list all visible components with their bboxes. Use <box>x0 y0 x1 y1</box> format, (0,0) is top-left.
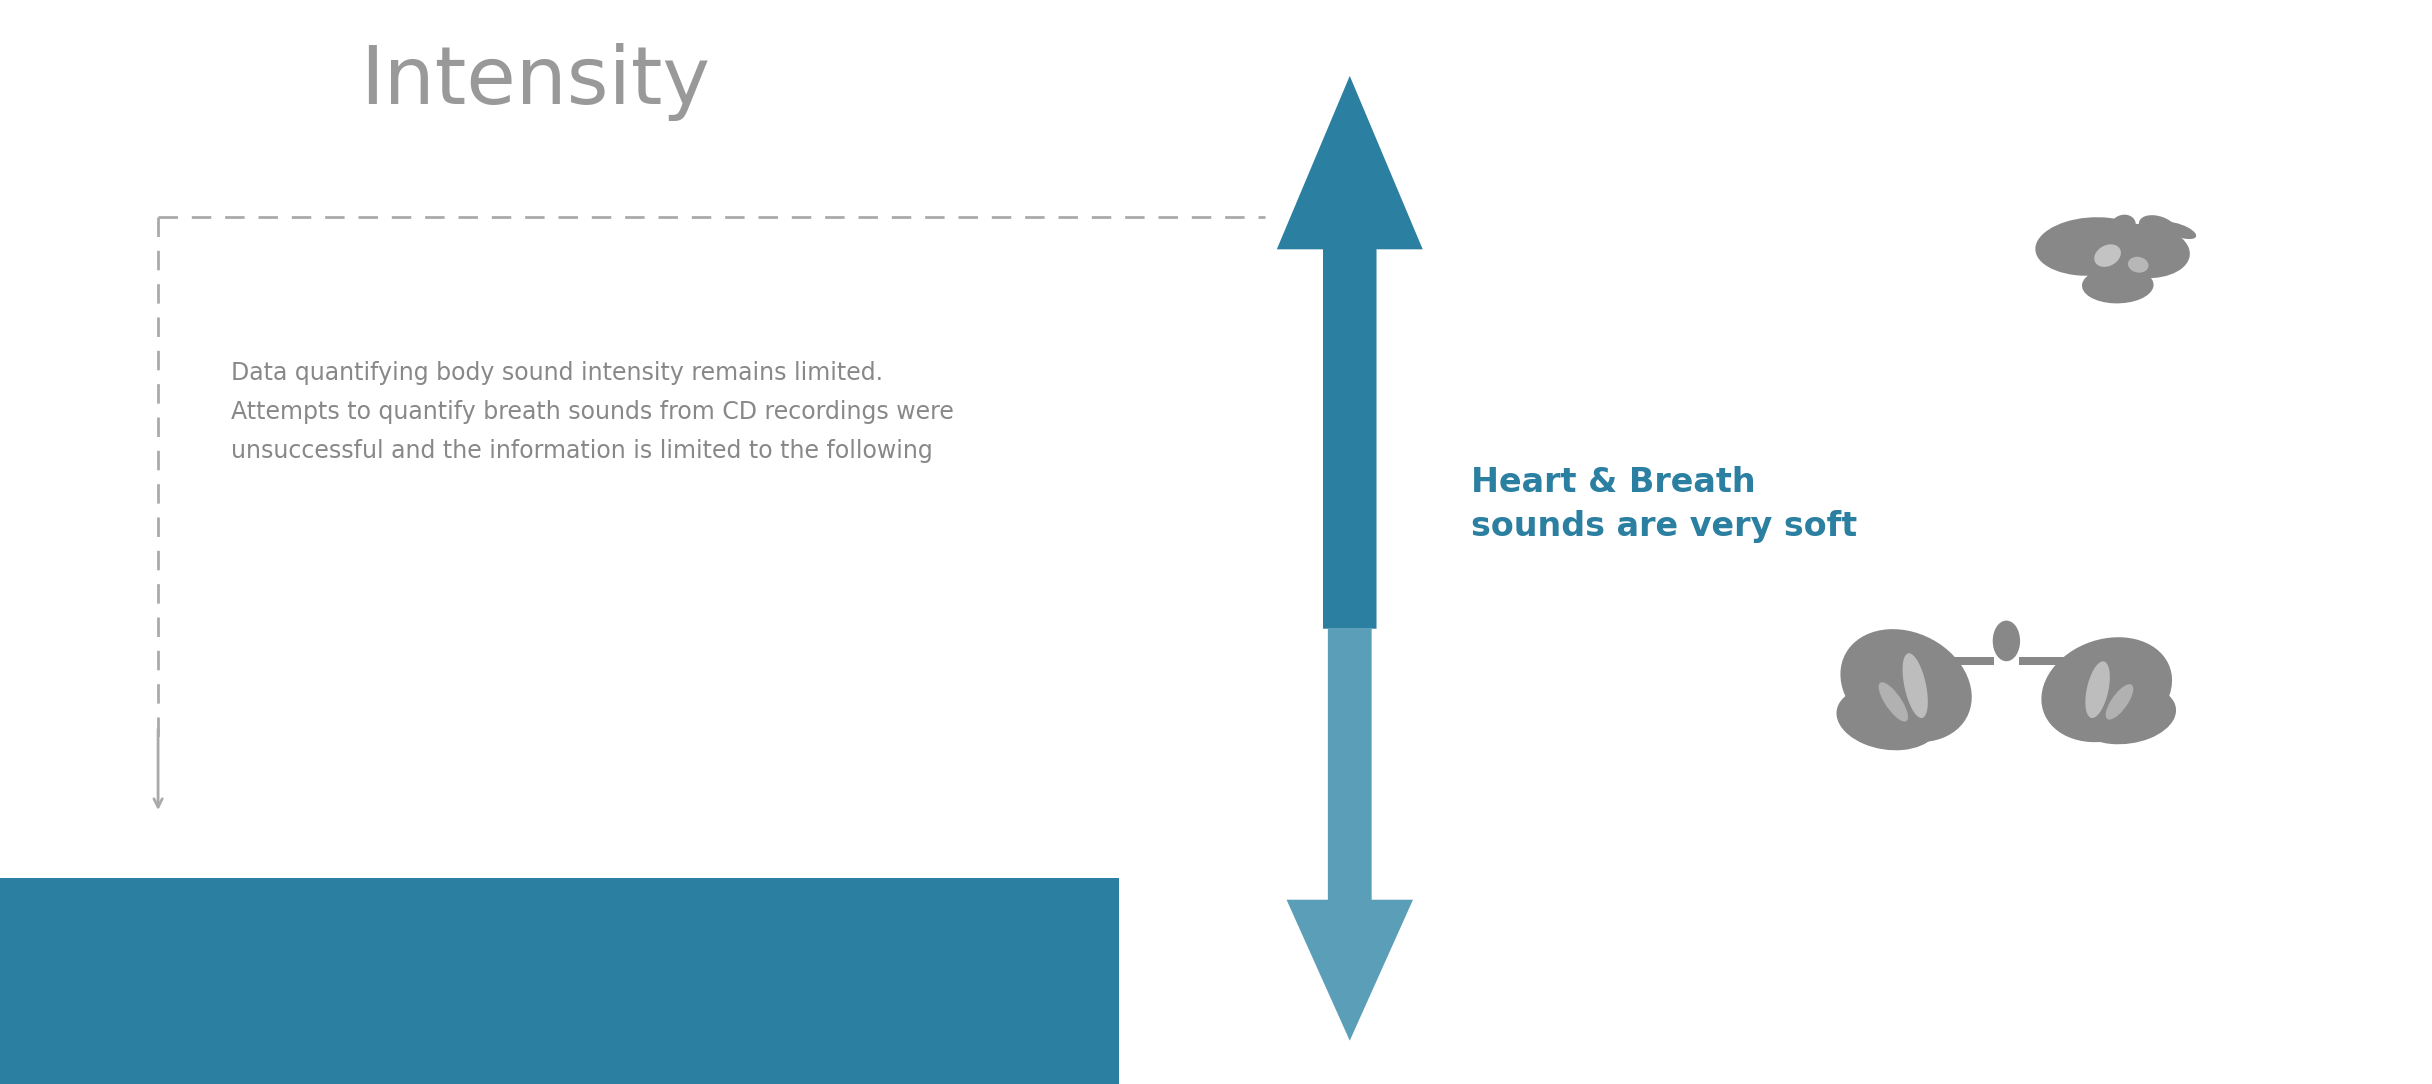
Ellipse shape <box>1992 620 2021 661</box>
FancyBboxPatch shape <box>0 878 1119 1084</box>
Ellipse shape <box>1836 686 1938 750</box>
Polygon shape <box>1287 629 1413 1041</box>
Text: Data quantifying body sound intensity remains limited.
Attempts to quantify brea: Data quantifying body sound intensity re… <box>231 361 953 463</box>
Ellipse shape <box>1902 654 1929 718</box>
Ellipse shape <box>2040 637 2172 743</box>
Text: Heart & Breath
sounds are very soft: Heart & Breath sounds are very soft <box>1471 466 1858 542</box>
Ellipse shape <box>2074 684 2177 745</box>
Ellipse shape <box>1841 629 1972 743</box>
Ellipse shape <box>2138 215 2179 242</box>
Polygon shape <box>2019 657 2089 666</box>
Ellipse shape <box>2084 661 2111 718</box>
Ellipse shape <box>2036 217 2150 275</box>
Ellipse shape <box>2128 257 2147 273</box>
Ellipse shape <box>2094 244 2121 267</box>
Ellipse shape <box>1878 682 1909 722</box>
Text: Intensity: Intensity <box>360 43 710 121</box>
Ellipse shape <box>2082 267 2155 304</box>
Ellipse shape <box>2111 215 2135 237</box>
Text: THINGS TO CONSIDER:: THINGS TO CONSIDER: <box>85 962 579 1001</box>
Ellipse shape <box>2106 684 2133 720</box>
Ellipse shape <box>2096 224 2189 279</box>
Polygon shape <box>1924 657 1994 666</box>
Ellipse shape <box>2162 222 2196 240</box>
Polygon shape <box>1277 76 1423 629</box>
